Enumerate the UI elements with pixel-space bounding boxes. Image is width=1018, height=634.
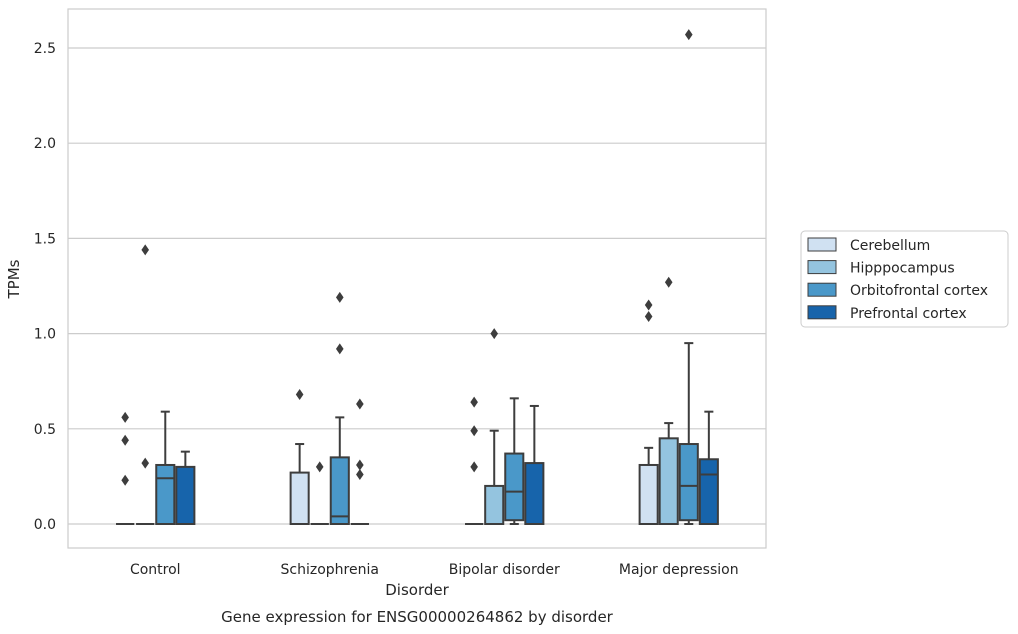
outlier-point <box>356 398 364 410</box>
outlier-point <box>684 29 693 41</box>
plot-area <box>67 8 767 549</box>
chart-title: Gene expression for ENSG00000264862 by d… <box>221 608 614 626</box>
box-body <box>698 458 719 526</box>
box-hipppocampus <box>484 328 505 526</box>
box-body <box>678 443 699 522</box>
legend-label: Orbitofrontal cortex <box>850 283 988 299</box>
y-tick-label: 0.0 <box>34 517 56 533</box>
outlier-point <box>356 459 364 471</box>
box-orbitofrontal-cortex <box>678 29 699 525</box>
legend-label: Cerebellum <box>850 238 930 254</box>
legend-swatch <box>807 282 837 297</box>
box-orbitofrontal-cortex <box>155 410 176 526</box>
x-tick-label: Control <box>130 562 181 578</box>
legend-swatch <box>807 305 837 320</box>
box-cerebellum <box>465 396 484 525</box>
box-cerebellum <box>638 299 659 526</box>
box-hipppocampus <box>310 461 329 525</box>
box-cerebellum <box>289 389 310 526</box>
box-body <box>155 463 176 526</box>
outlier-point <box>315 461 324 473</box>
outlier-point <box>470 425 478 437</box>
outlier-point <box>335 291 344 303</box>
outlier-point <box>141 244 150 256</box>
outlier-point <box>644 299 653 311</box>
x-tick-label: Schizophrenia <box>281 562 379 578</box>
box-hipppocampus <box>658 276 679 526</box>
legend-swatch <box>807 260 837 275</box>
outlier-point <box>295 389 304 401</box>
outlier-point <box>121 434 129 446</box>
box-prefrontal-cortex <box>175 450 196 526</box>
box-body <box>484 484 505 526</box>
box-body <box>329 456 350 525</box>
outlier-point <box>141 457 150 469</box>
outlier-point <box>121 411 129 423</box>
x-tick-label: Major depression <box>619 562 739 578</box>
x-tick-label: Bipolar disorder <box>449 562 560 578</box>
box-body <box>524 462 545 525</box>
outlier-point <box>644 310 653 322</box>
x-axis-label: Disorder <box>385 581 449 599</box>
box-series <box>116 29 719 526</box>
box-cerebellum <box>116 411 135 525</box>
legend-frame <box>800 230 1009 328</box>
y-tick-label: 1.5 <box>34 231 56 247</box>
outlier-point <box>470 461 478 473</box>
y-axis-label: TPMs <box>5 259 23 299</box>
box-body <box>504 452 525 522</box>
box-body <box>638 463 659 526</box>
outlier-point <box>335 343 344 355</box>
outlier-point <box>664 276 673 288</box>
box-body <box>175 465 196 526</box>
box-prefrontal-cortex <box>524 404 545 525</box>
box-orbitofrontal-cortex <box>329 291 350 525</box>
y-tick-label: 0.5 <box>34 422 56 438</box>
y-tick-label: 1.0 <box>34 327 56 343</box>
outlier-point <box>121 474 129 486</box>
y-axis-ticks: 0.0 0.5 1.0 1.5 2.0 2.5 <box>34 41 56 533</box>
y-tick-label: 2.5 <box>34 41 56 57</box>
box-hipppocampus <box>136 244 155 525</box>
x-axis-ticks: Control Schizophrenia Bipolar disorder Majo… <box>130 562 739 578</box>
box-prefrontal-cortex <box>698 410 719 526</box>
legend-label: Hipppocampus <box>850 261 955 277</box>
legend: Cerebellum Hipppocampus Orbitofrontal cort… <box>800 230 1009 328</box>
legend-label: Prefrontal cortex <box>850 306 967 322</box>
outlier-point <box>470 396 478 408</box>
box-orbitofrontal-cortex <box>504 397 525 525</box>
legend-swatch <box>807 237 837 252</box>
outlier-point <box>490 328 499 340</box>
box-body <box>289 471 310 526</box>
box-body <box>658 437 679 526</box>
outlier-point <box>356 468 364 480</box>
box-prefrontal-cortex <box>350 398 369 525</box>
y-tick-label: 2.0 <box>34 136 56 152</box>
